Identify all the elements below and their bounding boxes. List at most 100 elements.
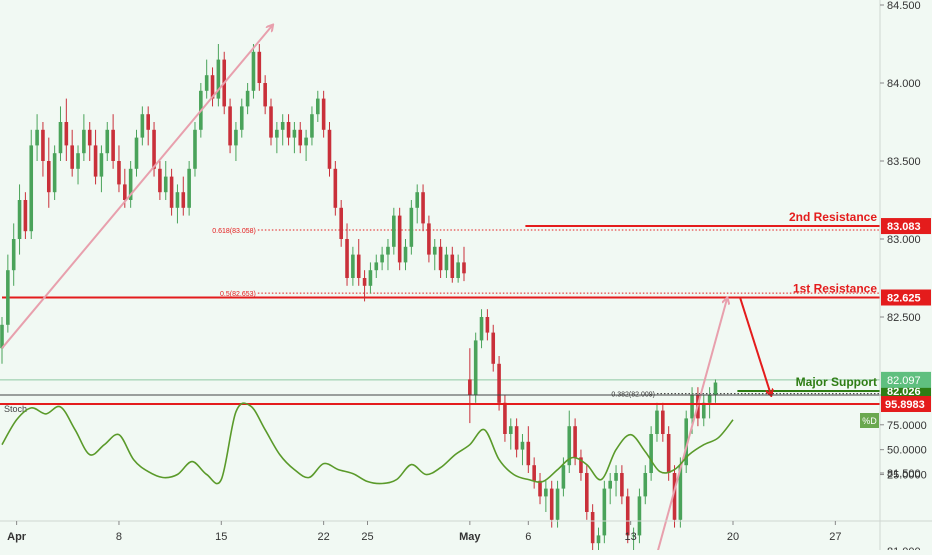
candle-body [64, 122, 69, 146]
candle-body [672, 473, 677, 520]
candle-body [251, 51, 256, 91]
candle-body [567, 426, 572, 466]
level-name: 2nd Resistance [789, 210, 877, 224]
candle-body [117, 161, 121, 185]
candle-body [561, 465, 566, 489]
candle-body [444, 254, 449, 271]
candle-body [678, 465, 683, 520]
candle-body [275, 129, 279, 138]
candle-body [345, 239, 349, 278]
candle-body [421, 192, 425, 224]
candle-body [70, 145, 74, 169]
candle-body [438, 246, 443, 271]
stoch-tick-label: 25.0000 [887, 470, 927, 482]
candle-body [298, 129, 303, 146]
candle-body [23, 200, 28, 232]
candle-body [620, 473, 624, 497]
candle-body [666, 434, 671, 473]
candle-body [333, 168, 338, 208]
candle-body [257, 51, 262, 83]
candle-body [637, 496, 642, 536]
candle-body [380, 254, 384, 263]
candle-body [374, 262, 379, 271]
level-name: Major Support [796, 375, 877, 389]
candle-body [585, 473, 589, 512]
candle-body [58, 122, 63, 154]
candle-body [602, 488, 607, 536]
candle-body [649, 434, 653, 473]
candle-body [485, 317, 490, 333]
candle-body [368, 270, 373, 286]
stoch-badge-label: %D [862, 416, 877, 426]
candle-body [169, 176, 174, 208]
stoch-level-badge [881, 396, 931, 413]
price-tick-label: 81.500 [887, 468, 921, 480]
candle-body [210, 75, 215, 99]
time-tick-label: Apr [7, 531, 27, 543]
candle-body [555, 488, 560, 520]
candle-body [392, 215, 396, 247]
candle-body [397, 215, 402, 263]
candle-body [707, 395, 712, 403]
candle-body [327, 129, 332, 169]
candle-body [123, 184, 127, 200]
horizontal-levels: 0.618(83.058)0.5(82.653)0.382(82.009) [0, 225, 880, 399]
time-tick-label: 25 [361, 531, 373, 543]
price-tick-label: 84.500 [887, 0, 921, 12]
candle-body [321, 98, 326, 130]
candle-body [351, 254, 355, 278]
candle-body [701, 402, 706, 419]
candle-body [473, 340, 478, 395]
time-tick-label: 27 [829, 531, 841, 543]
level-name: 1st Resistance [793, 282, 877, 296]
candle-body [228, 106, 232, 146]
candle-body [304, 137, 308, 146]
candle-body [549, 488, 554, 520]
candle-body [643, 473, 648, 497]
price-tick-label: 82.500 [887, 312, 921, 324]
stoch-level-label: 95.8983 [885, 399, 925, 411]
candle-body [52, 153, 57, 193]
candle-body [11, 239, 16, 271]
candle-body [158, 168, 162, 193]
candle-body [468, 379, 472, 395]
stoch-title: Stoch [4, 404, 27, 414]
candle-body [661, 410, 665, 434]
candle-body [339, 207, 343, 239]
candle-body [526, 441, 531, 466]
candle-body [193, 129, 197, 169]
fib-label: 0.5(82.653) [220, 291, 256, 298]
stoch-pane: Stoch [0, 402, 880, 485]
level-price-label: 82.026 [887, 386, 921, 398]
candle-body [310, 114, 314, 138]
stoch-tick-label: 75.0000 [887, 420, 927, 432]
candle-body [625, 496, 630, 536]
stoch-d-line [1, 402, 734, 485]
candle-body [462, 262, 466, 274]
level-price-label: 83.083 [887, 221, 921, 233]
candle-body [479, 317, 484, 341]
candle-body [532, 465, 536, 481]
candle-body [292, 129, 297, 138]
candle-body [175, 192, 180, 208]
candle-body [263, 83, 267, 107]
trend-arrow [739, 297, 771, 395]
trend-arrow [656, 298, 727, 555]
stoch-tick-label: 50.0000 [887, 445, 927, 457]
candle-body [520, 441, 525, 450]
candle-body [6, 270, 10, 325]
time-tick-label: 22 [318, 531, 330, 543]
candle-body [87, 129, 92, 146]
stoch-badge [860, 413, 879, 428]
candle-body [204, 75, 209, 91]
candle-body [608, 480, 612, 489]
candle-body [111, 129, 115, 161]
candle-body [491, 332, 496, 364]
candle-body [362, 278, 367, 286]
candle-body [99, 153, 104, 177]
candle-body [579, 457, 583, 473]
candle-body [450, 254, 455, 278]
candle-body [93, 145, 98, 177]
